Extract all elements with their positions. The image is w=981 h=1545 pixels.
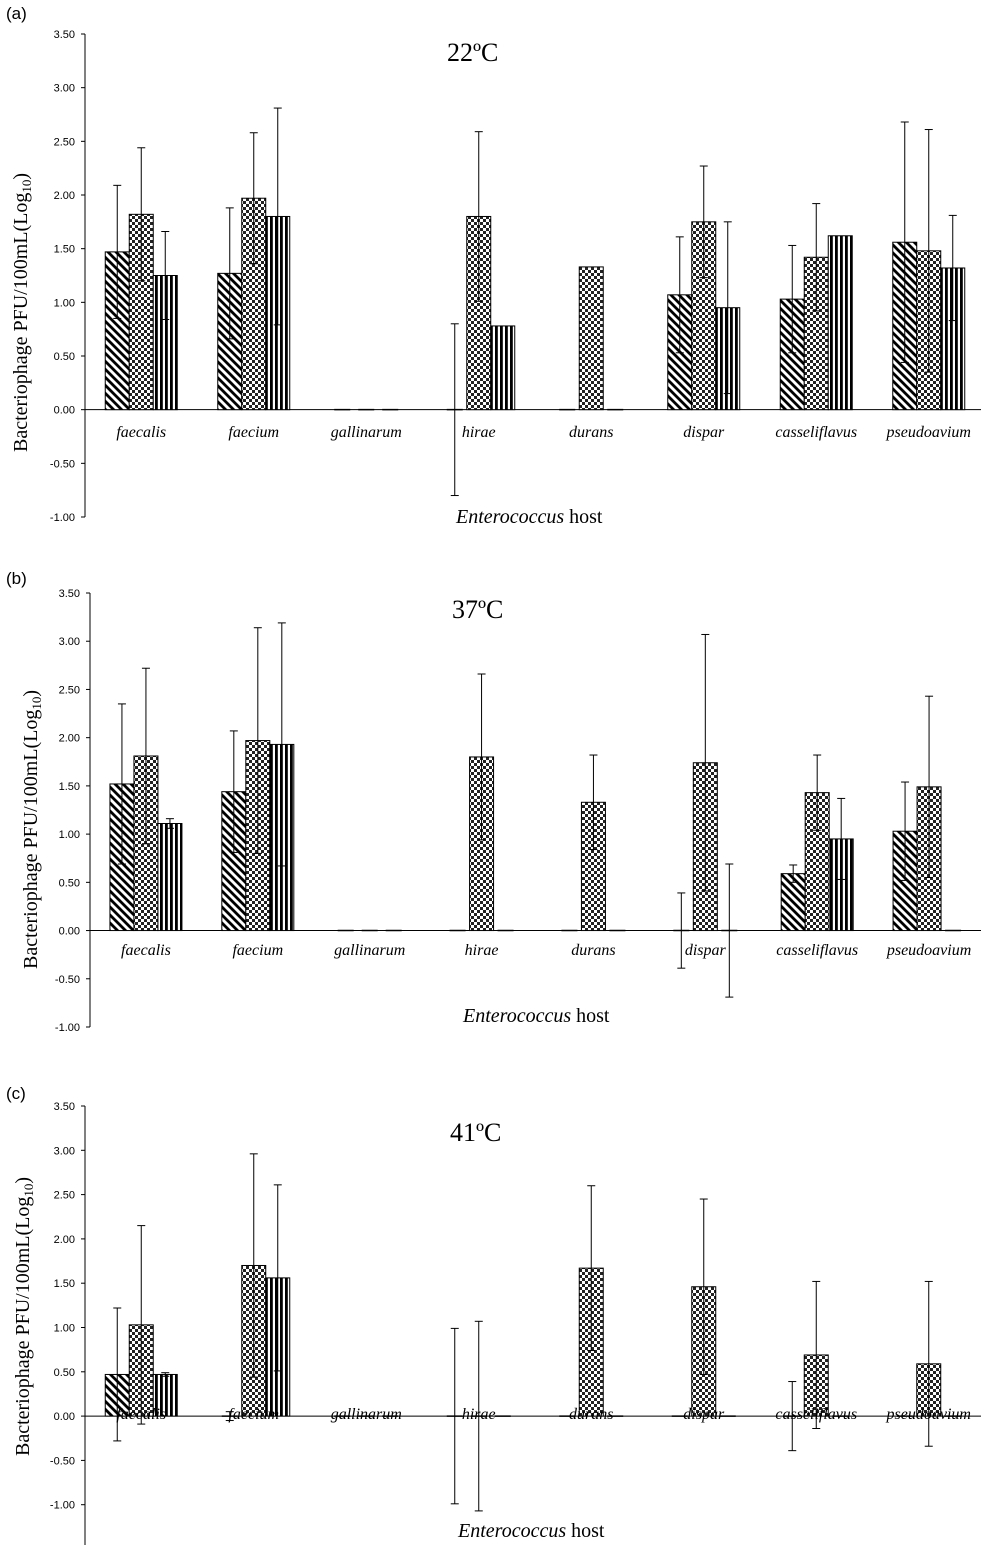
y-tick-label: 1.50 [59, 781, 80, 793]
category-label: casseliflavus [776, 942, 858, 959]
chart-title: 37ºC [452, 595, 504, 624]
y-tick-label: 1.50 [54, 244, 75, 256]
category-label: faecium [228, 1406, 279, 1423]
y-axis-label: Bacteriophage PFU/100mL(Log10) [12, 1176, 36, 1456]
bar-checker [578, 266, 604, 411]
y-tick-label: 0.50 [59, 877, 80, 889]
y-tick-label: 2.00 [59, 733, 80, 745]
category-label: gallinarum [331, 1406, 402, 1423]
category-label: faecium [232, 942, 283, 959]
y-tick-label: 3.00 [59, 636, 80, 648]
y-tick-label: -1.00 [55, 1022, 80, 1034]
y-tick-label: 3.50 [59, 588, 80, 600]
category-label: dispar [683, 424, 725, 441]
y-tick-label: 0.50 [54, 1367, 75, 1379]
y-tick-label: 0.50 [54, 351, 75, 363]
bar-vertical [827, 235, 853, 411]
y-tick-label: 3.00 [54, 1145, 75, 1157]
category-label: pseudoavium [886, 424, 971, 441]
y-tick-label: -1.00 [50, 512, 75, 524]
y-tick-label: 3.00 [54, 83, 75, 95]
category-label: faecalis [121, 942, 171, 959]
x-axis-label: Enterococcus host [458, 1520, 605, 1542]
y-tick-label: 2.00 [54, 190, 75, 202]
y-tick-label: 1.00 [59, 829, 80, 841]
y-tick-label: -0.50 [55, 974, 80, 986]
category-label: durans [571, 942, 615, 959]
chart-svg-c: 3.50 3.00 2.50 2.00 1.50 1.00 0.50 0.00 -0.50 -1.… [50, 1101, 981, 1545]
y-tick-label: 1.50 [54, 1278, 75, 1290]
category-label: durans [569, 1406, 613, 1423]
chart-svg-b: 3.50 3.00 2.50 2.00 1.50 1.00 0.50 0.00 -0.50 -1.… [55, 588, 981, 1034]
y-tick-label: -0.50 [50, 1455, 75, 1467]
y-tick-label: 1.00 [54, 297, 75, 309]
category-label: hirae [465, 942, 499, 959]
y-tick-label: -1.00 [50, 1500, 75, 1512]
category-label: dispar [683, 1406, 725, 1423]
x-axis-label: Enterococcus host [463, 1005, 610, 1027]
bar-vertical [490, 325, 516, 411]
panel-label: (b) [6, 569, 27, 588]
category-label: hirae [462, 424, 496, 441]
chart-svg-a: 3.50 3.00 2.50 2.00 1.50 1.00 0.50 0.00 -0.50 -1.… [50, 29, 981, 524]
y-tick-label: 0.00 [59, 926, 80, 938]
y-axis-label: Bacteriophage PFU/100mL(Log10) [10, 172, 34, 452]
y-tick-label: 0.00 [54, 405, 75, 417]
category-label: gallinarum [331, 424, 402, 441]
chart-panel-b: 3.50 3.00 2.50 2.00 1.50 1.00 0.50 0.00 -0.50 -1.… [0, 565, 981, 1035]
category-label: dispar [685, 942, 727, 959]
category-label: faecalis [116, 424, 166, 441]
category-label: casseliflavus [775, 424, 857, 441]
category-label: pseudoavium [886, 1406, 971, 1423]
y-tick-label: 3.50 [54, 29, 75, 41]
chart-title: 41ºC [450, 1118, 502, 1147]
chart-panel-c: 3.50 3.00 2.50 2.00 1.50 1.00 0.50 0.00 -0.50 -1.… [0, 1080, 981, 1545]
category-label: faecalis [116, 1406, 166, 1423]
y-axis-label: Bacteriophage PFU/100mL(Log10) [20, 689, 44, 969]
category-label: durans [569, 424, 613, 441]
category-label: casseliflavus [775, 1406, 857, 1423]
y-tick-label: 2.50 [59, 684, 80, 696]
y-tick-label: 3.50 [54, 1101, 75, 1113]
chart-title: 22ºC [447, 38, 499, 67]
y-tick-label: 0.00 [54, 1411, 75, 1423]
y-tick-label: 1.00 [54, 1323, 75, 1335]
y-tick-label: -0.50 [50, 458, 75, 470]
category-label: hirae [462, 1406, 496, 1423]
y-tick-label: 2.00 [54, 1234, 75, 1246]
y-tick-label: 2.50 [54, 1190, 75, 1202]
bar-vertical [157, 823, 183, 932]
y-tick-label: 2.50 [54, 136, 75, 148]
panel-label: (c) [6, 1084, 26, 1103]
category-label: pseudoavium [886, 942, 971, 959]
x-axis-label: Enterococcus host [456, 506, 603, 528]
panel-label: (a) [6, 4, 27, 23]
category-label: faecium [228, 424, 279, 441]
category-label: gallinarum [334, 942, 405, 959]
chart-panel-a: 3.50 3.00 2.50 2.00 1.50 1.00 0.50 0.00 -0.50 -1.… [0, 0, 981, 530]
bar-vertical [152, 1373, 178, 1417]
